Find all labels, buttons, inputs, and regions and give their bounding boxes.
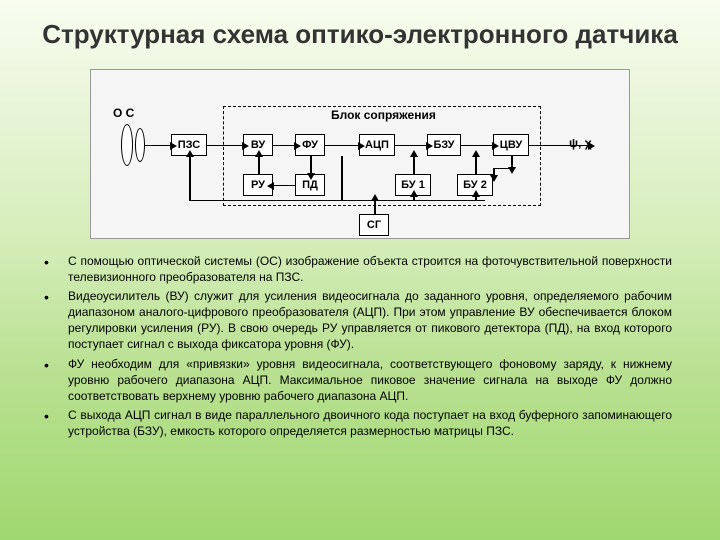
lens-front (121, 124, 133, 166)
arrow (490, 175, 498, 182)
conn (325, 145, 359, 147)
block-sg: СГ (359, 214, 389, 236)
page-title: Структурная схема оптико-электронного да… (0, 0, 720, 61)
arrow (472, 150, 480, 157)
conn (395, 145, 427, 147)
interface-block-label: Блок сопряжения (331, 108, 436, 122)
conn (529, 145, 589, 147)
conn (413, 156, 415, 174)
bullet-list: С помощью оптической системы (ОС) изобра… (0, 253, 720, 440)
list-item: С помощью оптической системы (ОС) изобра… (68, 253, 672, 285)
arrow (410, 190, 418, 197)
arrow (472, 190, 480, 197)
sg-bus (189, 200, 485, 202)
arrow (410, 150, 418, 157)
arrow (426, 142, 433, 150)
lens-back (135, 128, 145, 162)
conn (310, 156, 312, 174)
conn (145, 145, 171, 147)
diagram-container: О СБлок сопряженияПЗСВУФУАЦПБЗУЦВУРУПДБУ… (90, 69, 630, 239)
conn (493, 168, 511, 170)
list-item: ФУ необходим для «привязки» уровня видео… (68, 356, 672, 405)
arrow (492, 142, 499, 150)
conn (207, 145, 243, 147)
conn (273, 145, 295, 147)
arrow (186, 150, 194, 157)
conn (475, 156, 477, 174)
arrow (255, 150, 263, 157)
arrow (307, 173, 315, 180)
arrow (294, 142, 301, 150)
arrow (588, 142, 595, 150)
conn (374, 200, 376, 214)
arrow (267, 182, 274, 190)
conn (258, 156, 260, 174)
conn (461, 145, 493, 147)
list-item: С выхода АЦП сигнал в виде параллельного… (68, 407, 672, 439)
arrow (358, 142, 365, 150)
arrow (242, 142, 249, 150)
conn (341, 156, 343, 200)
conn (189, 156, 191, 200)
arrow (170, 142, 177, 150)
list-item: Видеоусилитель (ВУ) служит для усиления … (68, 288, 672, 353)
os-label: О С (113, 106, 134, 120)
conn (273, 185, 295, 187)
